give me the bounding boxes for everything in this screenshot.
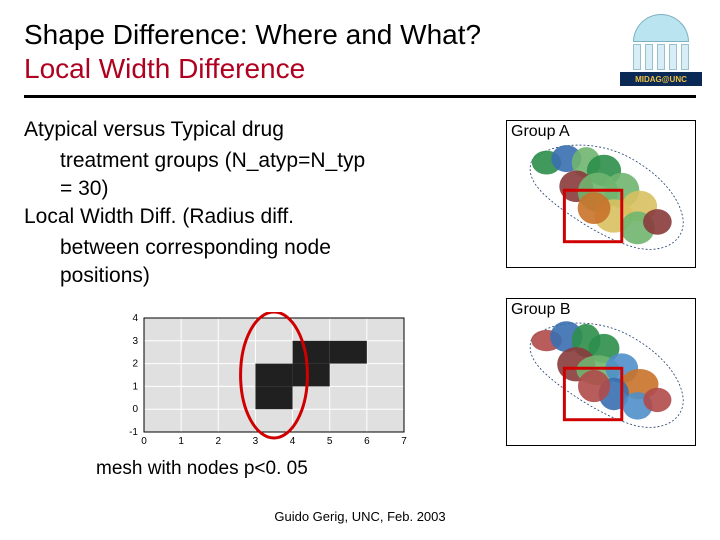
para2-line2: between corresponding node [24,234,454,262]
slide-header: Shape Difference: Where and What? Local … [0,0,720,91]
svg-text:2: 2 [216,436,222,447]
title-line-2: Local Width Difference [24,52,696,86]
mesh-chart: 01234567-101234 [110,312,410,452]
svg-text:7: 7 [401,436,407,447]
para1-line2: treatment groups (N_atyp=N_typ [24,147,454,175]
shape-b-svg [507,299,695,445]
chart-caption: mesh with nodes p<0. 05 [96,458,308,480]
svg-text:2: 2 [132,359,138,370]
footer-text: Guido Gerig, UNC, Feb. 2003 [0,509,720,524]
svg-text:1: 1 [132,381,138,392]
logo-text: MIDAG@UNC [620,72,702,86]
para1-line3: = 30) [24,175,454,203]
svg-text:3: 3 [253,436,259,447]
chart-svg: 01234567-101234 [110,312,410,452]
svg-text:1: 1 [178,436,184,447]
svg-text:3: 3 [132,336,138,347]
title-line-1: Shape Difference: Where and What? [24,18,696,52]
dome-icon [633,14,689,42]
para2-line3: positions) [24,262,454,290]
svg-text:0: 0 [132,404,138,415]
figure-group-b: Group B [506,298,696,446]
svg-text:6: 6 [364,436,370,447]
svg-text:0: 0 [141,436,147,447]
columns-icon [633,44,689,70]
midag-logo: MIDAG@UNC [620,14,702,92]
para2-line1: Local Width Diff. (Radius diff. [24,203,454,231]
svg-text:4: 4 [132,313,138,324]
body-text: Atypical versus Typical drug treatment g… [24,116,454,290]
para1-line1: Atypical versus Typical drug [24,116,454,144]
figure-group-a: Group A [506,120,696,268]
shape-a-svg [507,121,695,267]
svg-text:5: 5 [327,436,333,447]
svg-text:-1: -1 [129,427,138,438]
svg-text:4: 4 [290,436,296,447]
